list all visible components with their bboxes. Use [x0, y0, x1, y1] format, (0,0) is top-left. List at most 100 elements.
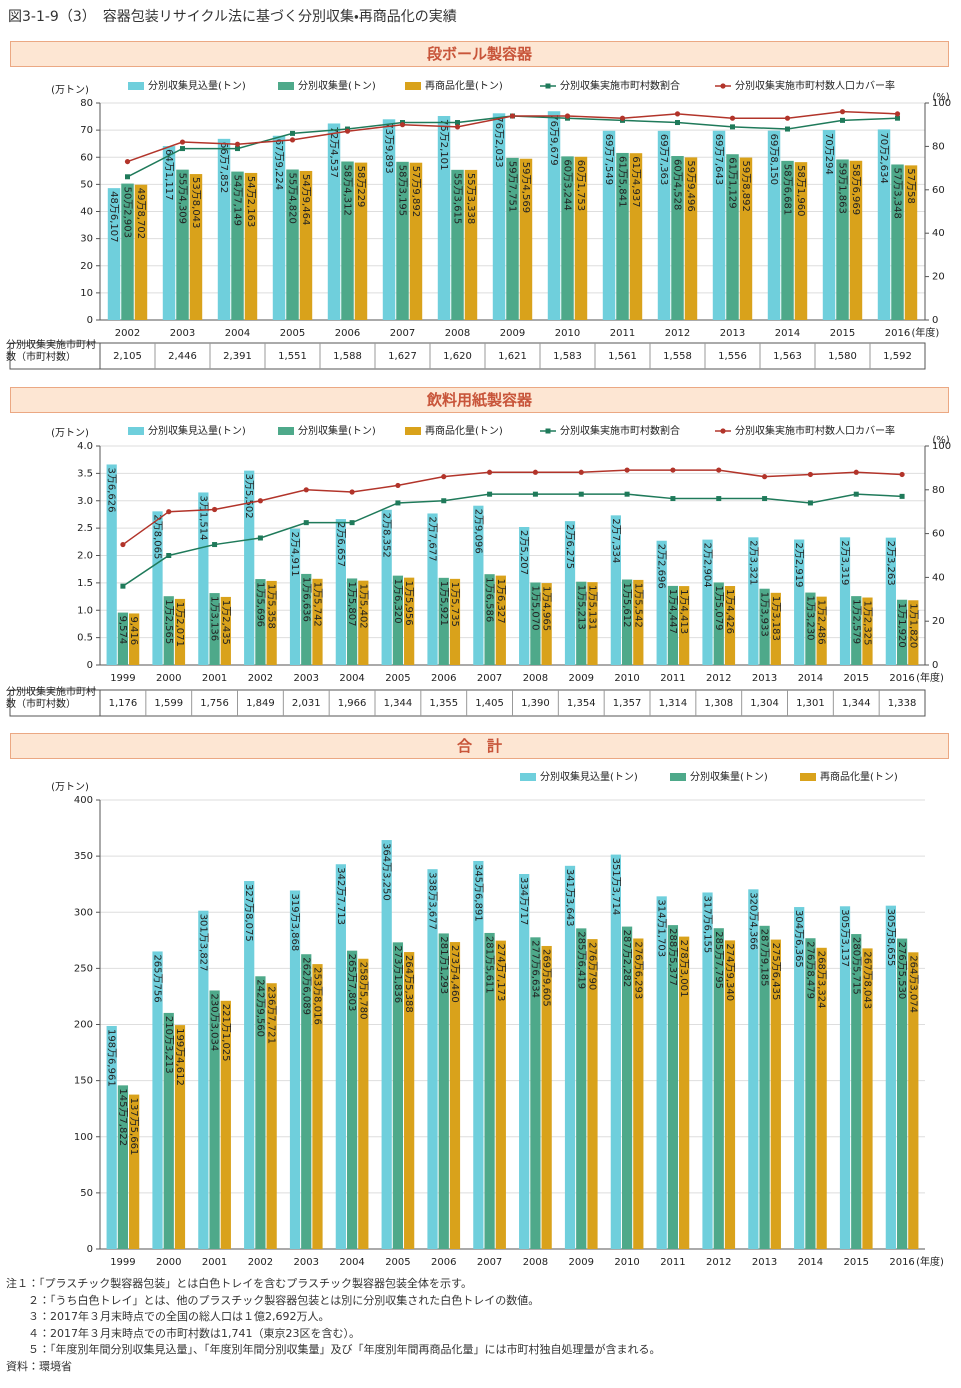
- y-tick-label: 30: [80, 234, 93, 245]
- marker: [509, 113, 516, 119]
- value-label: 1万5,735: [449, 582, 460, 627]
- bar: [702, 892, 713, 1249]
- legend-marker: [545, 428, 551, 434]
- bar: [849, 160, 863, 320]
- marker: [395, 500, 401, 506]
- marker: [578, 491, 584, 497]
- table-cell: 2,391: [223, 351, 252, 362]
- bar: [805, 592, 816, 665]
- bar: [121, 183, 134, 320]
- x-axis-label: (年度): [916, 671, 944, 684]
- value-label: 1万5,921: [438, 581, 449, 626]
- marker: [670, 496, 676, 502]
- bar: [885, 537, 896, 665]
- value-label: 72万4,537: [328, 126, 339, 177]
- value-label: 273万1,836: [392, 945, 403, 1003]
- bar: [449, 578, 461, 665]
- y-tick-label: 400: [74, 795, 93, 806]
- value-label: 48万6,107: [108, 191, 119, 242]
- x-tick-label: 2003: [170, 328, 195, 339]
- bar: [616, 152, 629, 320]
- marker: [395, 482, 401, 489]
- value-label: 3万1,514: [197, 495, 208, 540]
- y-axis-label: (万トン): [51, 85, 89, 96]
- legend-swatch: [128, 427, 144, 435]
- bar: [621, 579, 633, 665]
- value-label: 61万1,129: [727, 157, 738, 208]
- bar: [671, 156, 684, 320]
- marker: [290, 130, 295, 136]
- bar: [495, 940, 506, 1249]
- bar: [519, 158, 533, 320]
- bar: [484, 574, 495, 665]
- marker: [716, 496, 722, 502]
- y-tick-label: 10: [80, 288, 93, 299]
- value-label: 2万6,275: [564, 524, 575, 569]
- y2-tick-label: 0: [932, 660, 938, 671]
- bar: [885, 905, 896, 1249]
- bar: [794, 539, 805, 665]
- bar: [272, 135, 286, 320]
- value-label: 57万3,348: [892, 167, 903, 218]
- value-label: 1万5,807: [346, 581, 357, 626]
- legend-swatch: [405, 82, 421, 90]
- y-tick-label: 200: [74, 1020, 93, 1031]
- value-label: 278万3,001: [678, 940, 689, 998]
- value-label: 58万6,969: [850, 164, 861, 215]
- table-cell: 2,105: [113, 351, 142, 362]
- legend-swatch: [278, 427, 294, 435]
- table-border: [9, 342, 926, 370]
- bar: [770, 592, 781, 665]
- value-label: 276万8,479: [804, 941, 815, 999]
- bar: [629, 153, 643, 320]
- value-label: 285万6,419: [575, 931, 586, 989]
- value-label: 49万8,702: [135, 188, 146, 239]
- legend-swatch: [278, 82, 294, 90]
- x-tick-label: 2014: [798, 1257, 823, 1268]
- bar: [656, 896, 667, 1249]
- y2-tick-label: 80: [932, 141, 945, 152]
- value-label: 57万58: [905, 168, 916, 203]
- x-tick-label: 2014: [798, 673, 823, 684]
- value-label: 59万4,569: [520, 162, 531, 213]
- value-label: 69万7,549: [603, 134, 614, 185]
- table-cell: 1,314: [659, 698, 688, 709]
- x-tick-label: 2013: [752, 1257, 777, 1268]
- bar: [836, 159, 849, 320]
- legend-swatch: [670, 773, 686, 781]
- bar: [739, 157, 753, 320]
- bar: [576, 581, 587, 665]
- value-label: 305万8,655: [885, 909, 896, 967]
- x-axis-label: (年度): [912, 326, 940, 339]
- bar: [209, 593, 220, 665]
- value-label: 70万2,634: [878, 132, 889, 183]
- y-tick-label: 2.0: [77, 551, 93, 562]
- marker: [125, 174, 130, 180]
- bar: [574, 156, 588, 320]
- y-tick-label: 0.5: [77, 633, 93, 644]
- value-label: 1万3,183: [770, 596, 781, 641]
- value-label: 1万2,071: [174, 602, 185, 647]
- value-label: 2万3,319: [839, 540, 850, 585]
- table-cell: 1,561: [608, 351, 637, 362]
- bar: [891, 164, 904, 320]
- note: ５：「年度別年間分別収集見込量」、「年度別年間分別収集量」及び「年度別年間再商品…: [28, 1343, 661, 1356]
- legend-label: 分別収集量(トン): [690, 770, 768, 783]
- bar: [712, 130, 726, 320]
- value-label: 54万2,163: [245, 176, 256, 227]
- bar: [679, 936, 690, 1249]
- marker: [303, 520, 309, 526]
- bar: [106, 464, 117, 665]
- value-label: 1万5,213: [575, 585, 586, 630]
- value-label: 274万9,340: [724, 943, 735, 1001]
- marker: [899, 493, 905, 499]
- value-label: 58万3,195: [397, 165, 408, 216]
- value-label: 76万2,033: [493, 116, 504, 167]
- bar: [217, 138, 231, 320]
- x-tick-label: 2011: [610, 328, 635, 339]
- value-label: 145万7,822: [117, 1088, 128, 1146]
- value-label: 60万3,244: [562, 159, 573, 210]
- bar: [427, 869, 438, 1249]
- value-label: 276万790: [586, 942, 597, 990]
